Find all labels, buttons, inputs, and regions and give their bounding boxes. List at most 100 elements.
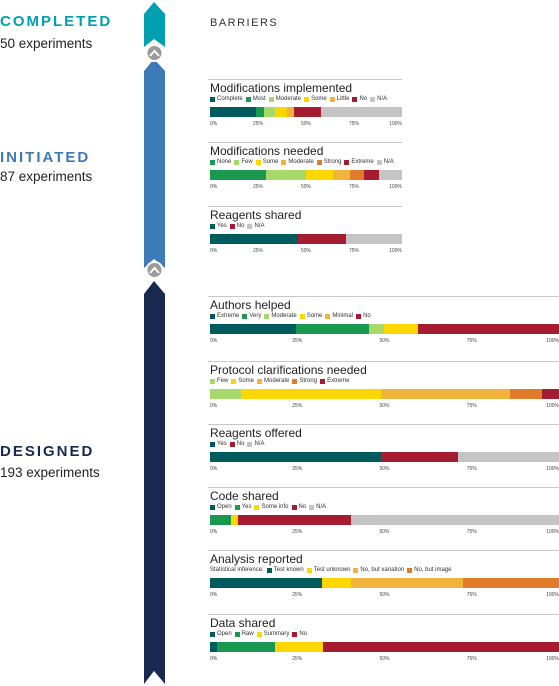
bar-segment bbox=[350, 170, 364, 180]
legend-label: Open bbox=[217, 631, 232, 637]
bar-segment bbox=[210, 324, 296, 334]
legend-label: Some bbox=[238, 378, 255, 384]
legend-item: Some bbox=[231, 378, 254, 384]
tick-label: 25% bbox=[252, 121, 264, 127]
tick-label: 50% bbox=[379, 466, 390, 472]
legend-label: No, but image bbox=[414, 567, 452, 573]
legend-swatch bbox=[234, 159, 240, 165]
tick-label: 25% bbox=[292, 656, 303, 662]
panel-title: Code shared bbox=[210, 489, 279, 503]
axis-ticks: 0% 25% 50% 75% 100% bbox=[210, 656, 559, 664]
barriers-heading: BARRIERS bbox=[210, 17, 279, 29]
legend-swatch bbox=[234, 504, 240, 510]
tick-label: 100% bbox=[546, 529, 559, 535]
legend-label: Few bbox=[241, 159, 253, 165]
legend-swatch bbox=[242, 313, 248, 319]
legend-label: Moderate bbox=[275, 96, 302, 102]
legend-label: Some bbox=[311, 96, 327, 102]
tick-label: 100% bbox=[389, 248, 402, 254]
tick-label: 25% bbox=[252, 184, 264, 190]
stacked-bar bbox=[210, 324, 559, 334]
legend-label: N/A bbox=[377, 96, 388, 102]
legend-item: Test unknown bbox=[306, 567, 351, 573]
barrier-panel: Analysis reported Statistical inference: T… bbox=[208, 550, 559, 603]
legend-label: Moderate bbox=[264, 378, 290, 384]
legend-swatch bbox=[247, 441, 253, 447]
bar-segment bbox=[210, 452, 381, 462]
legend-label: No bbox=[236, 441, 245, 447]
legend: Yes No N/A bbox=[210, 441, 267, 447]
legend-label: No bbox=[363, 313, 371, 319]
legend-label: Moderate bbox=[288, 159, 314, 165]
legend-item: Little bbox=[329, 96, 349, 102]
legend-label: Yes bbox=[241, 504, 252, 510]
legend-label: Strong bbox=[323, 159, 342, 165]
legend-item: Open bbox=[210, 631, 232, 637]
legend-item: Test known bbox=[266, 567, 304, 573]
tick-label: 0% bbox=[210, 338, 218, 344]
panel-title: Reagents offered bbox=[210, 426, 302, 440]
bar-segment bbox=[417, 324, 559, 334]
legend: None Few Some Moderate Strong Extreme N/A bbox=[210, 159, 397, 165]
legend-label: Complete bbox=[217, 96, 243, 102]
legend-item: Complete bbox=[210, 96, 243, 102]
axis-ticks: 0% 25% 50% 75% 100% bbox=[210, 338, 559, 346]
tick-label: 0% bbox=[210, 466, 218, 472]
panel-title: Modifications implemented bbox=[210, 81, 353, 95]
tick-label: 75% bbox=[466, 466, 477, 472]
bar-segment bbox=[256, 107, 264, 117]
legend-label: Very bbox=[249, 313, 262, 319]
legend-swatch bbox=[292, 631, 298, 637]
legend-item: No, but variation bbox=[353, 567, 404, 573]
stacked-bar bbox=[210, 515, 559, 525]
bar-segment bbox=[463, 578, 559, 588]
tick-label: 0% bbox=[210, 121, 218, 127]
legend-label: Strong bbox=[299, 378, 318, 384]
legend-item: Extreme bbox=[210, 313, 239, 319]
bar-segment bbox=[384, 324, 418, 334]
legend-label: Test unknown bbox=[313, 567, 351, 573]
bar-segment bbox=[321, 578, 352, 588]
tick-label: 0% bbox=[210, 592, 218, 598]
legend-swatch bbox=[356, 313, 362, 319]
legend-label: Most bbox=[252, 96, 266, 102]
legend-item: Some bbox=[304, 96, 327, 102]
bar-segment bbox=[274, 642, 324, 652]
legend-item: Moderate bbox=[264, 313, 297, 319]
tick-label: 75% bbox=[466, 529, 477, 535]
legend-swatch bbox=[210, 313, 215, 319]
tick-label: 0% bbox=[210, 403, 218, 409]
bar-segment bbox=[210, 234, 299, 244]
bar-segment bbox=[298, 234, 347, 244]
legend-label: Extreme bbox=[351, 159, 374, 165]
tick-label: 0% bbox=[210, 529, 218, 535]
tick-label: 50% bbox=[300, 121, 312, 127]
tick-label: 25% bbox=[292, 338, 303, 344]
tick-label: 25% bbox=[292, 529, 303, 535]
bar-segment bbox=[351, 515, 559, 525]
chevron-up-icon bbox=[145, 44, 164, 62]
bar-segment bbox=[323, 642, 559, 652]
legend-label: N/A bbox=[383, 159, 394, 165]
legend-item: N/A bbox=[376, 159, 394, 165]
tick-label: 50% bbox=[379, 592, 390, 598]
legend-swatch bbox=[352, 96, 358, 102]
legend-swatch bbox=[210, 441, 215, 447]
legend-label: Yes bbox=[217, 223, 227, 229]
panel-title: Analysis reported bbox=[210, 552, 303, 566]
legend-label: Minimal bbox=[332, 313, 354, 319]
tick-label: 75% bbox=[466, 592, 477, 598]
legend-swatch bbox=[257, 378, 263, 384]
bar-segment bbox=[378, 170, 402, 180]
legend-swatch bbox=[292, 378, 298, 384]
tick-label: 100% bbox=[546, 592, 559, 598]
bar-segment bbox=[541, 389, 559, 399]
legend-label: Extreme bbox=[327, 378, 350, 384]
legend-item: Raw bbox=[234, 631, 254, 637]
tick-label: 25% bbox=[292, 466, 303, 472]
legend-swatch bbox=[229, 441, 235, 447]
legend-label: Some bbox=[306, 313, 323, 319]
legend-item: No bbox=[292, 631, 307, 637]
legend-item: No bbox=[356, 313, 371, 319]
panel-title: Modifications needed bbox=[210, 144, 324, 158]
